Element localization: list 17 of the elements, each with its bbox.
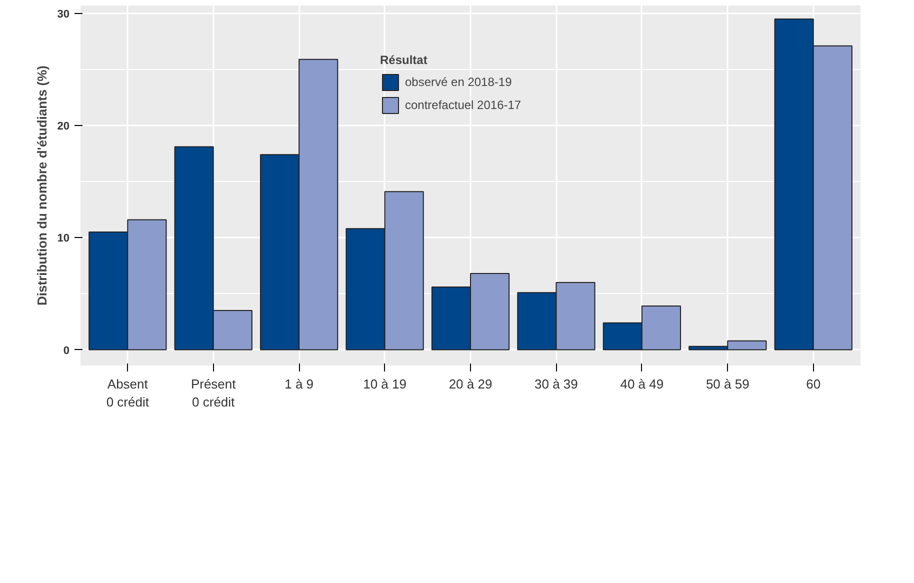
x-tick-label: 10 à 19 (363, 376, 406, 392)
y-tick-label: 0 (63, 344, 70, 357)
y-tick-label: 20 (57, 120, 70, 132)
x-tick-label: 50 à 59 (706, 376, 750, 392)
x-tick-label: Présent 0 crédit (190, 376, 236, 410)
y-tick-label: 10 (57, 232, 70, 245)
x-tick-label: 40 à 49 (620, 376, 664, 392)
x-tick-label: 1 à 9 (284, 376, 314, 392)
y-tick-label: 30 (57, 8, 70, 20)
x-tick-label: 20 à 29 (448, 376, 492, 392)
legend-label: observé en 2018-19 (405, 75, 512, 89)
y-axis-title: Distribution du nombre d'étudiants (%) (34, 66, 50, 306)
legend-title: Résultat (380, 53, 428, 67)
x-tick-label: 60 (806, 376, 821, 392)
x-tick-label: 30 à 39 (534, 376, 578, 392)
x-tick-label: Absent 0 crédit (106, 376, 150, 410)
legend-label: contrefactuel 2016-17 (405, 98, 522, 112)
